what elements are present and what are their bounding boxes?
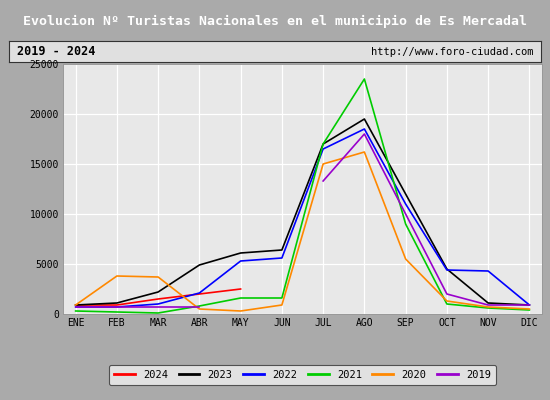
Text: http://www.foro-ciudad.com: http://www.foro-ciudad.com — [371, 47, 533, 57]
Text: 2019 - 2024: 2019 - 2024 — [17, 45, 95, 58]
Text: Evolucion Nº Turistas Nacionales en el municipio de Es Mercadal: Evolucion Nº Turistas Nacionales en el m… — [23, 14, 527, 28]
Legend: 2024, 2023, 2022, 2021, 2020, 2019: 2024, 2023, 2022, 2021, 2020, 2019 — [109, 365, 496, 385]
